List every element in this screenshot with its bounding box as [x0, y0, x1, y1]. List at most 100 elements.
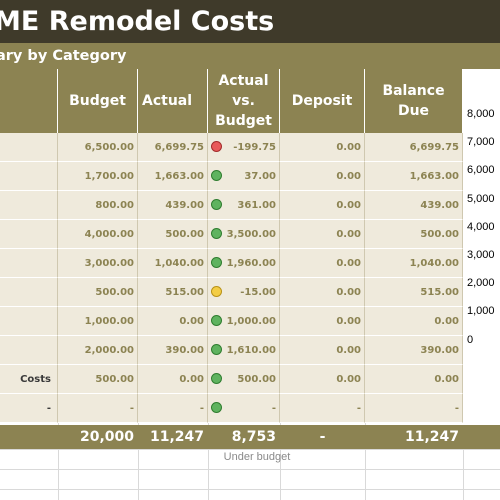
cell-deposit[interactable]: 0.00: [280, 336, 365, 365]
cell-label[interactable]: -: [0, 394, 58, 423]
cell-budget[interactable]: 4,000.00: [58, 220, 138, 249]
header-avb-line2: vs.: [232, 93, 255, 109]
header-category[interactable]: [0, 69, 58, 133]
cell-label[interactable]: Costs: [0, 365, 58, 394]
cell-actual[interactable]: 515.00: [138, 278, 208, 307]
cell-budget-value: 500.00: [95, 287, 134, 298]
cell-balance[interactable]: 500.00: [365, 220, 463, 249]
cell-deposit[interactable]: 0.00: [280, 278, 365, 307]
status-green-icon: [211, 315, 222, 326]
cell-budget[interactable]: 1,700.00: [58, 162, 138, 191]
cell-variance[interactable]: 361.00: [208, 191, 280, 220]
cell-variance[interactable]: -: [208, 394, 280, 423]
cell-budget[interactable]: 2,000.00: [58, 336, 138, 365]
cell-deposit[interactable]: 0.00: [280, 191, 365, 220]
cell-actual[interactable]: 1,040.00: [138, 249, 208, 278]
cell-deposit-value: 0.00: [336, 374, 361, 385]
chart-area[interactable]: [463, 69, 500, 425]
table-row: ------: [0, 394, 463, 423]
cell-actual-value: 515.00: [165, 287, 204, 298]
sheet-title: ME Remodel Costs: [0, 6, 275, 37]
cell-budget[interactable]: 3,000.00: [58, 249, 138, 278]
table-row: Costs 500.00 0.00 500.00 0.00 0.00: [0, 365, 463, 394]
y-tick-label: 1,000: [467, 305, 495, 318]
total-balance[interactable]: 11,247: [404, 429, 459, 445]
cell-deposit-value: 0.00: [336, 345, 361, 356]
cell-variance[interactable]: 500.00: [208, 365, 280, 394]
cell-deposit[interactable]: 0.00: [280, 220, 365, 249]
cell-variance[interactable]: 1,000.00: [208, 307, 280, 336]
table-row: 1,700.00 1,663.00 37.00 0.00 1,663.00: [0, 162, 463, 191]
cell-balance-value: 6,699.75: [409, 142, 459, 153]
cell-actual[interactable]: -: [138, 394, 208, 423]
cell-label-value: Costs: [20, 374, 51, 385]
cell-label[interactable]: [0, 162, 58, 191]
cell-label[interactable]: [0, 336, 58, 365]
cell-actual[interactable]: 500.00: [138, 220, 208, 249]
cell-balance[interactable]: 1,663.00: [365, 162, 463, 191]
sheet-subtitle: ary by Category: [0, 48, 127, 64]
cell-budget[interactable]: -: [58, 394, 138, 423]
cell-balance[interactable]: 390.00: [365, 336, 463, 365]
cell-balance[interactable]: 439.00: [365, 191, 463, 220]
y-tick-label: 0: [467, 333, 474, 346]
cell-actual[interactable]: 439.00: [138, 191, 208, 220]
cell-variance[interactable]: 3,500.00: [208, 220, 280, 249]
cell-balance[interactable]: 0.00: [365, 307, 463, 336]
cell-deposit[interactable]: -: [280, 394, 365, 423]
cell-budget[interactable]: 800.00: [58, 191, 138, 220]
status-green-icon: [211, 199, 222, 210]
status-green-icon: [211, 170, 222, 181]
cell-label[interactable]: [0, 133, 58, 162]
cell-balance[interactable]: 515.00: [365, 278, 463, 307]
cell-variance[interactable]: 1,960.00: [208, 249, 280, 278]
header-actual-label: Actual: [142, 93, 193, 109]
cell-variance[interactable]: -199.75: [208, 133, 280, 162]
cell-balance[interactable]: 6,699.75: [365, 133, 463, 162]
cell-balance[interactable]: -: [365, 394, 463, 423]
header-deposit-label: Deposit: [291, 93, 353, 109]
header-actual-vs-budget[interactable]: Actual vs. Budget: [208, 69, 280, 133]
cell-actual[interactable]: 1,663.00: [138, 162, 208, 191]
cell-label[interactable]: [0, 249, 58, 278]
cell-deposit[interactable]: 0.00: [280, 365, 365, 394]
cell-budget[interactable]: 500.00: [58, 278, 138, 307]
cell-budget[interactable]: 1,000.00: [58, 307, 138, 336]
cell-actual[interactable]: 6,699.75: [138, 133, 208, 162]
cell-deposit[interactable]: 0.00: [280, 307, 365, 336]
cell-actual[interactable]: 390.00: [138, 336, 208, 365]
cell-balance[interactable]: 1,040.00: [365, 249, 463, 278]
cell-deposit[interactable]: 0.00: [280, 162, 365, 191]
cell-label[interactable]: [0, 278, 58, 307]
status-yellow-icon: [211, 286, 222, 297]
cell-variance[interactable]: 1,610.00: [208, 336, 280, 365]
cell-balance[interactable]: 0.00: [365, 365, 463, 394]
header-actual[interactable]: Actual: [138, 69, 208, 133]
cell-budget-value: -: [129, 403, 134, 414]
header-budget-label: Budget: [69, 93, 126, 109]
cell-deposit[interactable]: 0.00: [280, 249, 365, 278]
header-balance-due[interactable]: Balance Due: [365, 69, 463, 133]
cell-variance[interactable]: 37.00: [208, 162, 280, 191]
total-actual[interactable]: 11,247: [149, 429, 204, 445]
cell-actual-value: 1,663.00: [154, 171, 204, 182]
cell-label[interactable]: [0, 191, 58, 220]
cell-budget-value: 4,000.00: [84, 229, 134, 240]
cell-actual[interactable]: 0.00: [138, 365, 208, 394]
cell-variance[interactable]: -15.00: [208, 278, 280, 307]
cell-actual[interactable]: 0.00: [138, 307, 208, 336]
cell-variance-value: 1,610.00: [226, 345, 276, 356]
cell-label[interactable]: [0, 307, 58, 336]
cell-actual-value: -: [199, 403, 204, 414]
cell-budget-value: 1,000.00: [84, 316, 134, 327]
cell-label[interactable]: [0, 220, 58, 249]
total-deposit[interactable]: -: [319, 429, 326, 445]
cell-deposit[interactable]: 0.00: [280, 133, 365, 162]
header-deposit[interactable]: Deposit: [280, 69, 365, 133]
header-budget[interactable]: Budget: [58, 69, 138, 133]
cell-budget[interactable]: 6,500.00: [58, 133, 138, 162]
total-budget[interactable]: 20,000: [79, 429, 134, 445]
cell-variance-value: 3,500.00: [226, 229, 276, 240]
total-variance[interactable]: 8,753: [231, 429, 276, 445]
cell-budget[interactable]: 500.00: [58, 365, 138, 394]
